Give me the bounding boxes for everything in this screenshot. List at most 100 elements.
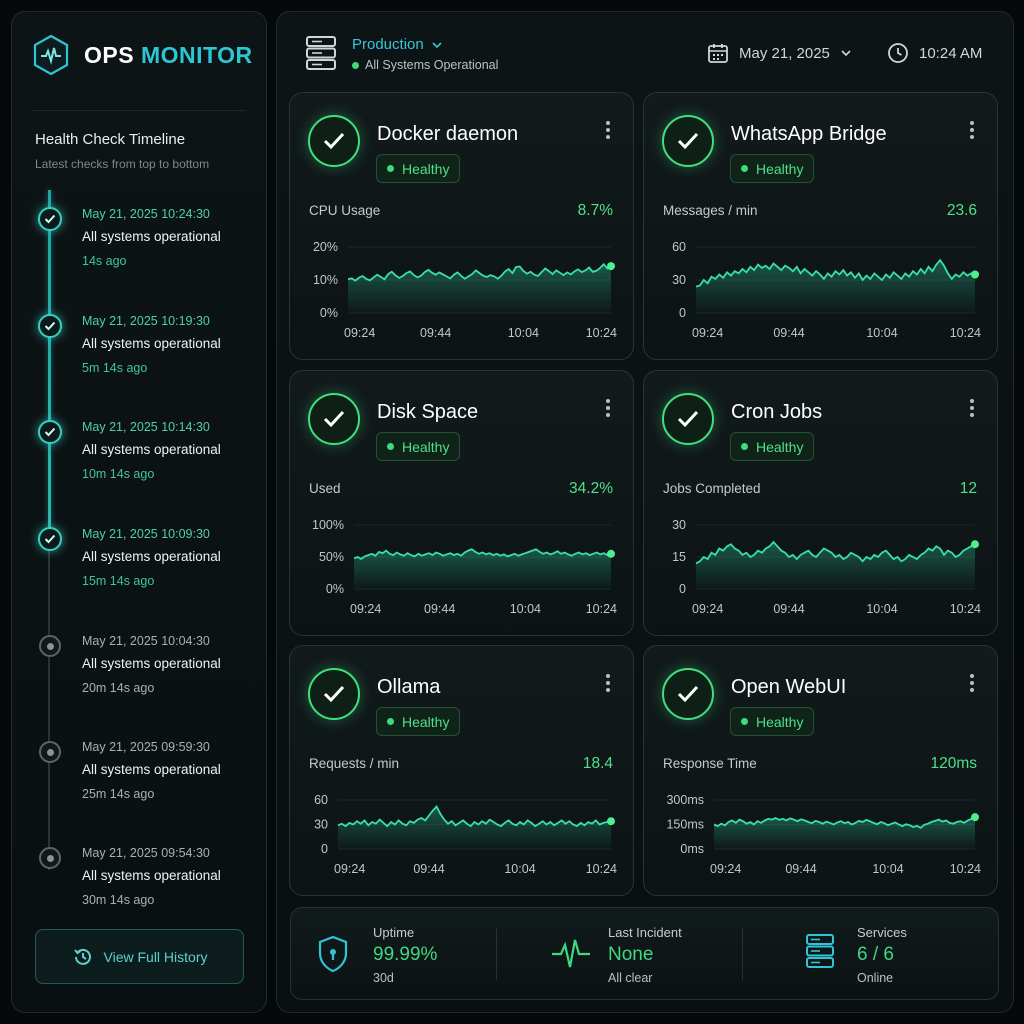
service-card[interactable]: Cron Jobs Healthy Jobs Completed 12 30 15…	[643, 370, 998, 636]
view-full-history-button[interactable]: View Full History	[35, 929, 244, 984]
y-tick-label: 0ms	[680, 842, 704, 856]
service-card[interactable]: Docker daemon Healthy CPU Usage 8.7% 20%…	[289, 92, 634, 360]
status-text: Healthy	[402, 713, 450, 730]
timeline-message: All systems operational	[82, 549, 221, 564]
timeline-message: All systems operational	[82, 868, 221, 883]
metric-label: Messages / min	[663, 203, 758, 218]
timeline-track-active	[48, 190, 51, 540]
check-circle-icon	[38, 314, 62, 338]
metric-value: 120ms	[930, 755, 977, 772]
status-dot	[387, 443, 394, 450]
status-dot	[741, 443, 748, 450]
pending-dot-icon	[39, 847, 61, 869]
metric-label: CPU Usage	[309, 203, 381, 218]
y-tick-label: 60	[314, 793, 328, 807]
service-card[interactable]: Open WebUI Healthy Response Time 120ms 3…	[643, 645, 998, 896]
more-options-icon[interactable]	[969, 121, 975, 139]
stat-divider	[496, 928, 497, 980]
more-options-icon[interactable]	[605, 399, 611, 417]
timeline-entry[interactable]: May 21, 2025 09:59:30 All systems operati…	[12, 728, 268, 818]
check-circle-icon	[38, 527, 62, 551]
uptime-value: 99.99%	[373, 944, 438, 965]
metric-chart: 30 15 0 09:24 09:44 10:04 10:24	[672, 518, 981, 616]
y-tick-label: 0%	[320, 306, 338, 320]
timeline-message: All systems operational	[82, 336, 221, 351]
status-dot	[741, 718, 748, 725]
service-name: Docker daemon	[377, 123, 519, 145]
y-tick-label: 100%	[312, 518, 344, 532]
service-card[interactable]: Ollama Healthy Requests / min 18.4 60 30 0…	[289, 645, 634, 896]
status-text: Healthy	[402, 160, 450, 177]
environment-status: All Systems Operational	[352, 58, 498, 72]
x-tick-label: 10:04	[510, 602, 541, 616]
metric-chart: 20% 10% 0% 09:24 09:44 10:04 10:24	[313, 240, 617, 340]
more-options-icon[interactable]	[969, 399, 975, 417]
check-circle-icon	[662, 393, 714, 445]
timeline-relative-time: 5m 14s ago	[82, 361, 148, 375]
status-dot	[387, 718, 394, 725]
timeline-entry[interactable]: May 21, 2025 10:09:30 All systems operati…	[12, 515, 268, 605]
timeline-relative-time: 15m 14s ago	[82, 574, 155, 588]
series-line	[713, 816, 976, 829]
y-tick-label: 20%	[313, 240, 338, 254]
more-options-icon[interactable]	[605, 121, 611, 139]
shield-icon	[318, 935, 348, 973]
latest-point	[971, 540, 979, 549]
metric-value: 12	[959, 480, 977, 497]
timeline-timestamp: May 21, 2025 09:59:30	[82, 740, 210, 754]
check-circle-icon	[662, 115, 714, 167]
x-tick-label: 09:44	[773, 602, 804, 616]
y-tick-label: 300ms	[666, 793, 704, 807]
environment-status-text: All Systems Operational	[365, 58, 499, 72]
series-area	[696, 542, 975, 589]
pulse-icon	[552, 939, 590, 968]
last-incident-label: Last Incident	[608, 925, 682, 940]
x-tick-label: 10:24	[950, 326, 981, 340]
y-tick-label: 10%	[313, 273, 338, 287]
series-line	[347, 262, 612, 282]
timeline-entry[interactable]: May 21, 2025 10:24:30 All systems operati…	[12, 195, 268, 285]
x-tick-label: 09:24	[334, 862, 365, 876]
latest-point	[971, 813, 979, 822]
x-tick-label: 09:24	[692, 602, 723, 616]
status-text: Healthy	[756, 160, 804, 177]
more-options-icon[interactable]	[969, 674, 975, 692]
timeline-entry[interactable]: May 21, 2025 09:54:30 All systems operati…	[12, 834, 268, 924]
x-tick-label: 09:44	[424, 602, 455, 616]
y-tick-label: 30	[672, 518, 686, 532]
metric-label: Jobs Completed	[663, 481, 761, 496]
service-name: Ollama	[377, 676, 441, 698]
timeline-message: All systems operational	[82, 442, 221, 457]
x-tick-label: 10:24	[586, 862, 617, 876]
timeline-entry[interactable]: May 21, 2025 10:14:30 All systems operati…	[12, 408, 268, 498]
x-tick-label: 09:24	[350, 602, 381, 616]
metric-label: Used	[309, 481, 341, 496]
y-tick-label: 0	[321, 842, 328, 856]
y-tick-label: 60	[672, 240, 686, 254]
x-tick-label: 09:24	[344, 326, 375, 340]
service-card[interactable]: WhatsApp Bridge Healthy Messages / min 2…	[643, 92, 998, 360]
chevron-down-icon	[841, 50, 851, 57]
timeline-entry[interactable]: May 21, 2025 10:19:30 All systems operati…	[12, 302, 268, 392]
server-icon	[306, 36, 336, 70]
calendar-icon	[708, 44, 728, 63]
status-badge: Healthy	[730, 432, 815, 461]
x-tick-label: 10:24	[586, 602, 617, 616]
timeline-entry[interactable]: May 21, 2025 10:04:30 All systems operati…	[12, 622, 268, 712]
more-options-icon[interactable]	[605, 674, 611, 692]
date-picker[interactable]: May 21, 2025	[707, 42, 852, 64]
y-tick-label: 0	[679, 582, 686, 596]
environment-selector[interactable]: Production	[352, 36, 442, 53]
metric-chart: 60 30 0 09:24 09:44 10:04 10:24	[314, 793, 617, 876]
services-stat: Services 6 / 6 Online	[771, 908, 1000, 1001]
metric-value: 8.7%	[577, 202, 613, 219]
timeline-timestamp: May 21, 2025 10:04:30	[82, 634, 210, 648]
service-card[interactable]: Disk Space Healthy Used 34.2% 100% 50% 0% 0…	[289, 370, 634, 636]
brand-word-2: MONITOR	[140, 41, 253, 68]
services-value: 6 / 6	[857, 944, 894, 965]
x-tick-label: 10:24	[950, 862, 981, 876]
clock-icon	[888, 43, 908, 63]
status-badge: Healthy	[376, 154, 461, 183]
x-tick-label: 10:04	[866, 326, 897, 340]
series-line	[695, 540, 976, 565]
